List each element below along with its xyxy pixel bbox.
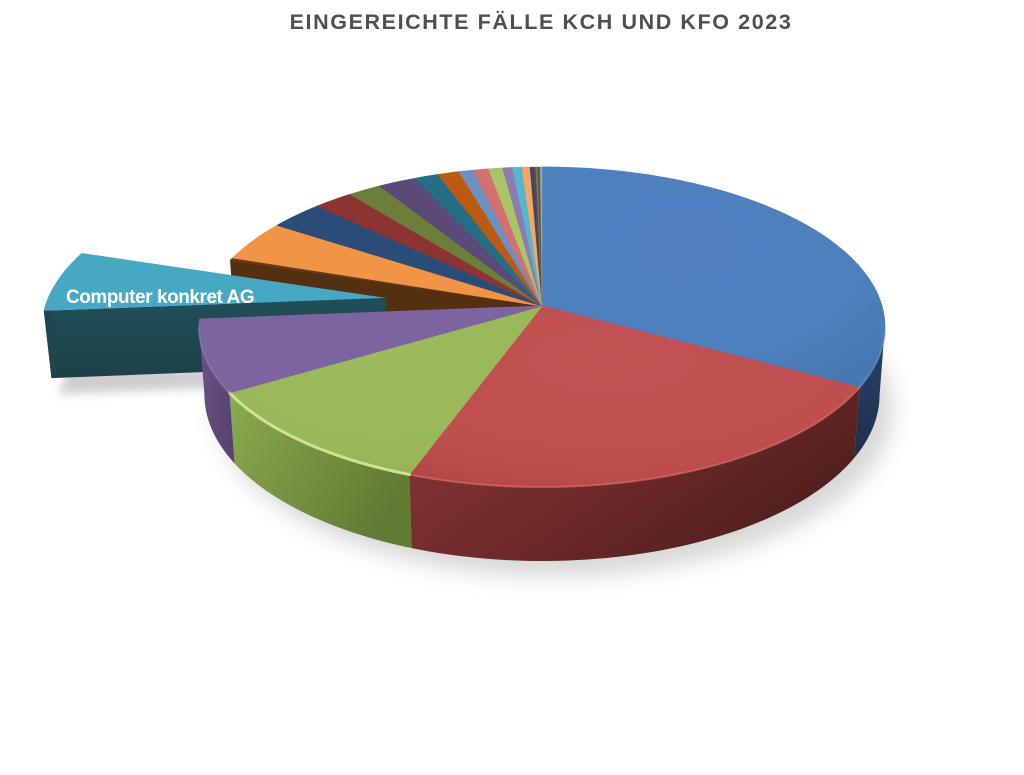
- svg-text:Computer konkret AG: Computer konkret AG: [66, 287, 254, 308]
- svg-text:EINGEREICHTE FÄLLE KCH UND KFO: EINGEREICHTE FÄLLE KCH UND KFO 2023: [290, 10, 793, 34]
